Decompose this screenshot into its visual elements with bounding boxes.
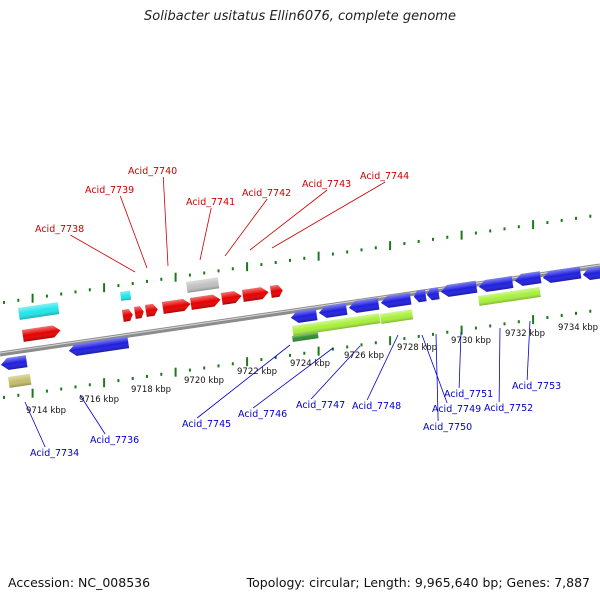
- gene-label-minus: Acid_7745: [182, 419, 231, 430]
- gene-plus-red: [270, 284, 283, 298]
- gene-label-plus: Acid_7743: [302, 179, 351, 190]
- gene-cyan: [18, 302, 60, 320]
- gene-label-minus: Acid_7749: [432, 404, 481, 415]
- gene-plus-red: [134, 306, 144, 319]
- gene-label-minus: Acid_7753: [512, 381, 561, 392]
- gene-label-minus: Acid_7736: [90, 435, 139, 446]
- gene-olive: [8, 373, 32, 388]
- gene-plus-red: [221, 291, 242, 305]
- gene-label-plus: Acid_7741: [186, 197, 235, 208]
- tick-rings: [3, 214, 592, 399]
- gene-features: [0, 266, 600, 388]
- gene-minus-blue: [514, 271, 542, 286]
- gene-minus-blue: [426, 287, 440, 301]
- gene-minus-blue: [542, 266, 582, 283]
- scale-label: 9730 kbp: [451, 336, 491, 346]
- gene-darkgreen: [292, 332, 319, 342]
- leader-line: [24, 401, 46, 448]
- scale-label: 9732 kbp: [505, 329, 545, 339]
- gene-minus-blue: [318, 302, 348, 318]
- leader-line: [162, 176, 169, 267]
- gene-lime: [292, 313, 381, 336]
- leader-line: [526, 320, 531, 381]
- scale-label: 9726 kbp: [344, 351, 384, 361]
- leader-line: [119, 195, 148, 269]
- gene-plus-red: [162, 298, 191, 314]
- scale-label: 9722 kbp: [237, 367, 277, 377]
- gene-lime: [478, 286, 541, 306]
- leader-line: [458, 331, 462, 389]
- gene-label-minus: Acid_7746: [238, 409, 287, 420]
- leader-line: [224, 198, 268, 257]
- gene-gray: [186, 277, 220, 293]
- gene-label-minus: Acid_7734: [30, 448, 79, 459]
- scale-label: 9720 kbp: [184, 376, 224, 386]
- leader-line: [199, 207, 212, 261]
- gene-plus-red: [145, 303, 158, 317]
- map-title: Solibacter usitatus Ellin6076, complete …: [144, 9, 456, 24]
- leader-line: [252, 347, 334, 409]
- gene-labels: 9714 kbp 9716 kbp 9718 kbp 9720 kbp 9722 kbp…: [26, 166, 598, 459]
- label-leaders: [24, 176, 531, 448]
- gene-label-plus: Acid_7739: [85, 185, 134, 196]
- gene-minus-blue: [348, 297, 380, 313]
- scale-label: 9734 kbp: [558, 323, 598, 333]
- leader-line: [70, 234, 136, 273]
- gene-plus-red: [122, 309, 133, 322]
- leader-line: [366, 334, 399, 401]
- gene-minus-blue: [0, 355, 28, 370]
- gene-label-plus: Acid_7740: [128, 166, 177, 177]
- gene-label-plus: Acid_7738: [35, 224, 84, 235]
- gene-plus-red: [242, 287, 269, 302]
- leader-line: [498, 327, 501, 403]
- gene-label-plus: Acid_7744: [360, 171, 409, 182]
- gene-lime: [380, 309, 414, 324]
- gene-plus-red: [22, 325, 61, 342]
- gene-cyan: [120, 290, 132, 301]
- gene-label-minus: Acid_7751: [444, 389, 493, 400]
- gene-label-minus: Acid_7750: [423, 422, 472, 433]
- leader-line: [310, 345, 361, 400]
- gene-label-minus: Acid_7748: [352, 401, 401, 412]
- scale-label: 9714 kbp: [26, 406, 66, 416]
- leader-line: [271, 181, 386, 249]
- scale-label: 9718 kbp: [131, 385, 171, 395]
- leader-line: [435, 333, 439, 422]
- gene-label-minus: Acid_7752: [484, 403, 533, 414]
- leader-line: [249, 189, 328, 251]
- gene-minus-blue: [380, 292, 412, 308]
- gene-minus-blue: [478, 276, 514, 292]
- genome-summary: Topology: circular; Length: 9,965,640 bp…: [246, 575, 590, 590]
- accession-text: Accession: NC_008536: [8, 575, 151, 590]
- gene-minus-blue: [413, 289, 427, 303]
- leader-line: [79, 394, 106, 435]
- gene-minus-blue: [290, 308, 318, 323]
- scale-label: 9728 kbp: [397, 343, 437, 353]
- gene-label-plus: Acid_7742: [242, 188, 291, 199]
- scale-label: 9724 kbp: [290, 359, 330, 369]
- gene-minus-blue: [582, 266, 600, 280]
- gene-minus-blue: [440, 280, 478, 297]
- scale-label: 9716 kbp: [79, 395, 119, 405]
- leader-line: [421, 334, 448, 404]
- leader-line: [196, 344, 291, 419]
- gene-plus-red: [190, 294, 221, 310]
- gene-label-minus: Acid_7747: [296, 400, 345, 411]
- gene-minus-blue: [68, 336, 130, 356]
